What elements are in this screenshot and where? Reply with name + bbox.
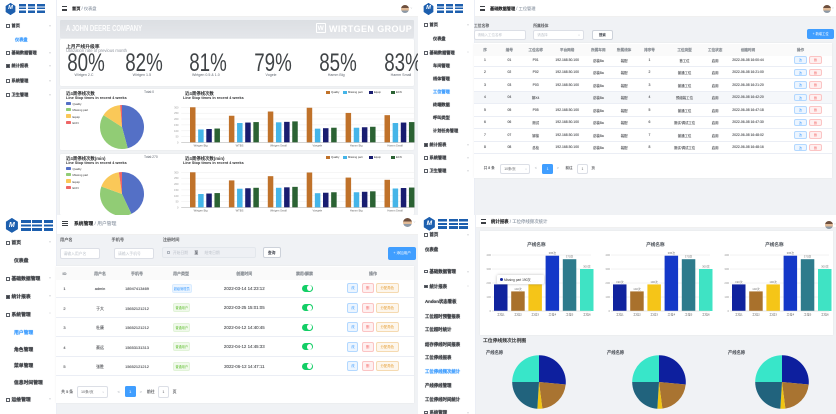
svg-text:工位3: 工位3 [770, 312, 778, 317]
svg-text:工位1: 工位1 [497, 312, 505, 317]
svg-text:100: 100 [174, 128, 179, 132]
svg-text:370次: 370次 [804, 255, 812, 259]
svg-text:50: 50 [176, 134, 179, 138]
svg-text:工位6: 工位6 [702, 312, 710, 317]
svg-text:200: 200 [725, 281, 730, 285]
svg-text:250: 250 [174, 176, 179, 180]
svg-text:395次: 395次 [668, 251, 676, 255]
svg-text:300: 300 [174, 105, 179, 109]
svg-text:工位3: 工位3 [651, 312, 659, 317]
svg-text:0: 0 [177, 140, 179, 144]
svg-text:190次: 190次 [651, 280, 659, 284]
svg-text:100: 100 [174, 193, 179, 197]
svg-text:370次: 370次 [566, 255, 574, 259]
svg-text:工位2: 工位2 [634, 312, 642, 317]
svg-text:工位4: 工位4 [549, 312, 557, 317]
svg-text:工位5: 工位5 [685, 312, 693, 317]
svg-text:工位1: 工位1 [616, 312, 624, 317]
svg-text:Hamm Small: Hamm Small [387, 208, 403, 212]
svg-text:工位5: 工位5 [566, 312, 574, 317]
svg-text:100: 100 [606, 295, 611, 299]
svg-text:190次: 190次 [735, 280, 743, 284]
svg-text:400: 400 [606, 253, 611, 257]
svg-text:Wirtgen Small: Wirtgen Small [270, 208, 287, 212]
svg-text:140次: 140次 [634, 287, 642, 291]
svg-text:200: 200 [174, 182, 179, 186]
svg-text:140次: 140次 [515, 287, 523, 291]
svg-text:0: 0 [609, 309, 611, 313]
svg-text:工位2: 工位2 [515, 312, 523, 317]
svg-text:300: 300 [725, 267, 730, 271]
svg-text:370次: 370次 [685, 255, 693, 259]
svg-text:工位6: 工位6 [821, 312, 829, 317]
svg-text:工位5: 工位5 [804, 312, 812, 317]
svg-text:工位6: 工位6 [583, 312, 591, 317]
svg-text:Wirtgen Big: Wirtgen Big [194, 208, 208, 212]
svg-text:50: 50 [176, 199, 179, 203]
svg-text:工位2: 工位2 [753, 312, 761, 317]
svg-text:Hamm Big: Hamm Big [350, 208, 363, 212]
svg-text:Hamm Small: Hamm Small [387, 143, 403, 147]
svg-text:100: 100 [487, 295, 492, 299]
svg-text:100: 100 [725, 295, 730, 299]
svg-text:300: 300 [174, 170, 179, 174]
svg-text:200: 200 [487, 281, 492, 285]
svg-text:0: 0 [490, 309, 492, 313]
svg-text:200: 200 [174, 117, 179, 121]
svg-text:Wirtgen Small: Wirtgen Small [270, 143, 287, 147]
svg-text:300次: 300次 [702, 265, 710, 269]
svg-text:300次: 300次 [583, 265, 591, 269]
svg-text:200: 200 [606, 281, 611, 285]
svg-text:250: 250 [174, 111, 179, 115]
svg-text:395次: 395次 [549, 251, 557, 255]
svg-text:190次: 190次 [616, 280, 624, 284]
svg-text:400: 400 [725, 253, 730, 257]
svg-text:Voegele: Voegele [312, 208, 322, 212]
svg-text:工位4: 工位4 [668, 312, 676, 317]
svg-text:140次: 140次 [753, 287, 761, 291]
svg-text:395次: 395次 [787, 251, 795, 255]
svg-text:0: 0 [728, 309, 730, 313]
svg-text:工位1: 工位1 [735, 312, 743, 317]
svg-text:190次: 190次 [770, 280, 778, 284]
svg-text:0: 0 [177, 205, 179, 209]
svg-text:400: 400 [487, 253, 492, 257]
svg-text:Wirtgen Big: Wirtgen Big [194, 143, 208, 147]
svg-text:Hamm Big: Hamm Big [350, 143, 363, 147]
svg-text:Voegele: Voegele [312, 143, 322, 147]
svg-text:工位4: 工位4 [787, 312, 795, 317]
svg-text:WTBS: WTBS [236, 208, 244, 212]
svg-text:工位3: 工位3 [532, 312, 540, 317]
svg-text:300: 300 [487, 267, 492, 271]
svg-text:300次: 300次 [821, 265, 829, 269]
svg-text:WTBS: WTBS [236, 143, 244, 147]
svg-text:150: 150 [174, 187, 179, 191]
svg-text:150: 150 [174, 122, 179, 126]
svg-text:300: 300 [606, 267, 611, 271]
